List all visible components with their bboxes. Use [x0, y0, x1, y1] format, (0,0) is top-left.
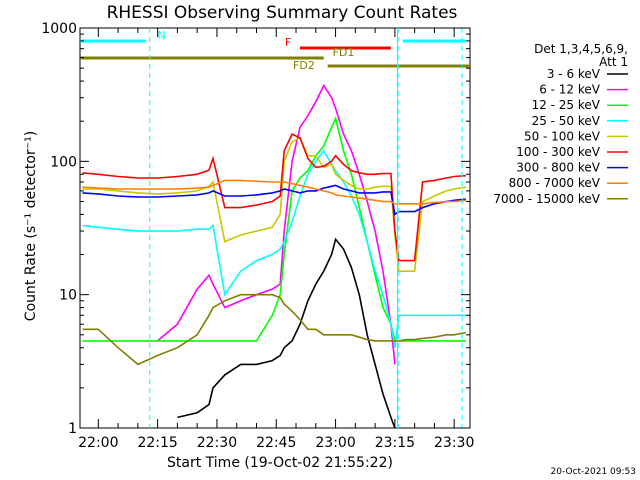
y-tick-label: 1000: [41, 21, 77, 37]
series-line-1: [177, 237, 396, 429]
flag-label-f: F: [285, 36, 291, 49]
x-tick-label: 23:00: [315, 435, 355, 451]
x-tick-label: 22:45: [256, 435, 296, 451]
legend-label-1: 3 - 6 keV: [547, 67, 601, 81]
x-axis-label: Start Time (19-Oct-02 21:55:22): [167, 455, 393, 471]
x-tick-label: 22:15: [137, 435, 177, 451]
flag-label-n: N: [157, 29, 165, 42]
legend-label-9: 7000 - 15000 keV: [493, 192, 600, 206]
x-tick-label: 22:00: [78, 435, 118, 451]
series-line-8: [82, 179, 467, 205]
series-line-9: [82, 293, 467, 366]
x-tick-label: 23:15: [375, 435, 415, 451]
timestamp: 20-Oct-2021 09:53: [551, 467, 636, 477]
legend-label-4: 25 - 50 keV: [532, 114, 601, 128]
series-line-3: [82, 115, 466, 342]
y-axis-label: Count Rate (s⁻¹ detector⁻¹): [23, 131, 39, 321]
legend-label-5: 50 - 100 keV: [524, 129, 601, 143]
y-tick-label: 100: [50, 154, 77, 170]
series-line-5: [82, 136, 467, 272]
flag-label-fd1: FD1: [333, 46, 355, 59]
legend-label-8: 800 - 7000 keV: [509, 176, 601, 190]
legend-header-line-2: Att 1: [599, 55, 628, 69]
series-line-6: [82, 133, 467, 262]
series-line-4: [82, 149, 466, 348]
series-line-2: [157, 83, 396, 365]
x-tick-label: 22:30: [197, 435, 237, 451]
legend-label-6: 100 - 300 keV: [516, 145, 600, 159]
x-tick-label: 23:30: [434, 435, 474, 451]
legend-header-line-1: Det 1,3,4,5,6,9,: [534, 42, 628, 56]
flag-label-fd2: FD2: [293, 59, 315, 72]
y-tick-label: 10: [59, 288, 77, 304]
plot-frame: [79, 27, 471, 429]
legend-label-3: 12 - 25 keV: [532, 98, 601, 112]
legend-label-7: 300 - 800 keV: [516, 161, 600, 175]
legend-label-2: 6 - 12 keV: [539, 83, 601, 97]
chart-title: RHESSI Observing Summary Count Rates: [107, 3, 458, 23]
y-tick-label: 1: [68, 421, 77, 437]
